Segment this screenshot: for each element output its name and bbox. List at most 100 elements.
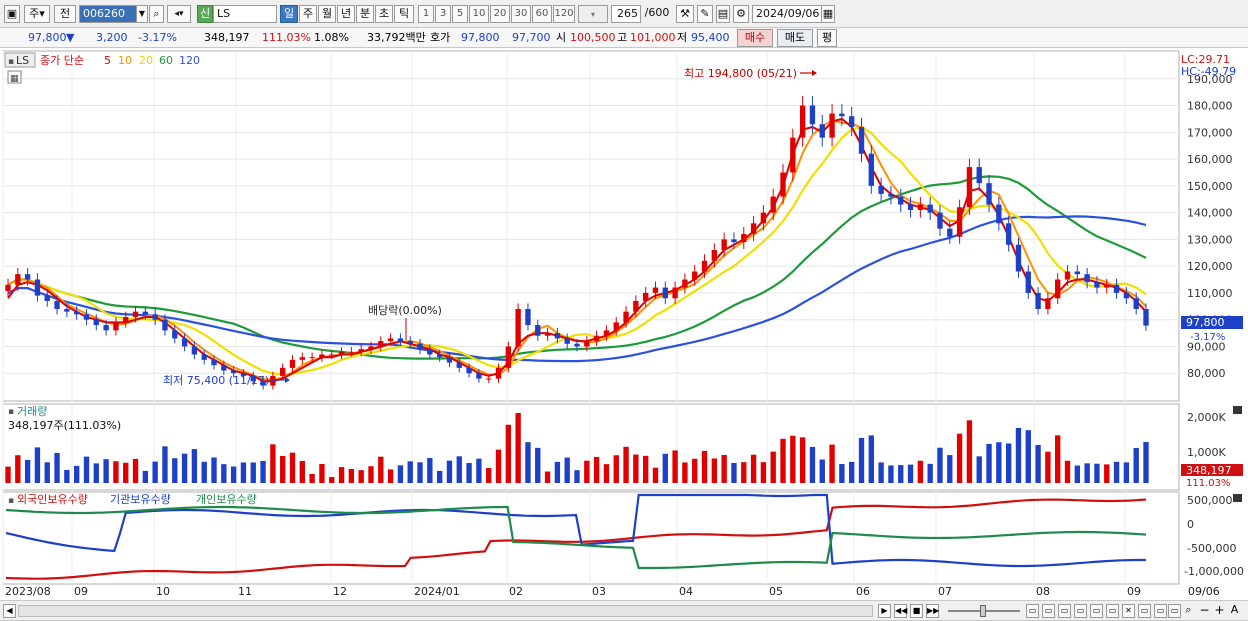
candle-body [1015, 244, 1022, 272]
stock-chart[interactable]: 2023/08 09 10 11 12 2024/01 02 03 04 05 06 07 08 09 09… [0, 48, 1248, 600]
zoom-slider-handle[interactable] [980, 605, 986, 617]
tool-3-icon[interactable]: ▭ [1154, 604, 1167, 618]
save-icon[interactable]: ▤ [716, 5, 730, 23]
candle-body [329, 354, 335, 356]
candle-body [554, 333, 561, 339]
volume-bar [672, 450, 678, 483]
interval-1[interactable]: 1 [418, 5, 434, 23]
interval-3[interactable]: 3 [435, 5, 451, 23]
candle-body [15, 274, 21, 285]
table-view-icon[interactable] [7, 70, 22, 84]
candle-body [64, 308, 70, 312]
x-tick-label: 2023/08 [5, 585, 51, 598]
candle-body [280, 367, 286, 376]
period-day[interactable]: 일 [280, 5, 298, 23]
volume-bar [240, 462, 247, 483]
layout-3-icon[interactable]: ▭ [1058, 604, 1071, 618]
stop-icon[interactable]: ■ [910, 604, 923, 618]
interval-10[interactable]: 10 [469, 5, 489, 23]
period-main-select[interactable]: 주▾ [24, 5, 50, 23]
volume-bar [407, 461, 413, 483]
date-input[interactable]: 2024/09/06 [752, 5, 822, 23]
candle-body [250, 375, 256, 382]
buy-button[interactable]: 매수 [737, 29, 773, 47]
volume-bar [1113, 461, 1120, 483]
period-second[interactable]: 초 [375, 5, 393, 23]
font-size-icon[interactable]: A [1230, 603, 1239, 616]
ticker-box[interactable] [4, 52, 36, 68]
stock-name-field[interactable]: LS [213, 5, 277, 23]
volume-bar [721, 455, 727, 483]
interval-120[interactable]: 120 [553, 5, 575, 23]
candle-body [348, 351, 355, 353]
window-menu-icon[interactable]: ▣ [4, 5, 20, 23]
layout-1-icon[interactable]: ▭ [1026, 604, 1039, 618]
x-tick-label: 05 [769, 585, 783, 598]
layout-2-icon[interactable]: ▭ [1042, 604, 1055, 618]
candle-body [574, 343, 580, 347]
period-month[interactable]: 월 [318, 5, 336, 23]
draw-tool-icon[interactable]: ✎ [697, 5, 713, 23]
interval-20[interactable]: 20 [490, 5, 510, 23]
eval-button[interactable]: 평 [817, 29, 837, 47]
chart-settings-icon[interactable]: ⚒ [676, 5, 694, 23]
tool-1-icon[interactable]: ✕ [1122, 604, 1135, 618]
volume-bar [368, 466, 374, 483]
interval-custom-select[interactable]: ▾ [578, 5, 608, 23]
toolbar: ▣ 주▾ 전 006260 ▼ ⌕ ◂▾ 신 LS 일 주 월 년 분 초 틱 … [0, 0, 1248, 28]
magnifier-icon[interactable]: ⌕ [1185, 603, 1192, 616]
tool-4-icon[interactable]: ▭ [1168, 604, 1181, 618]
volume-panel-close-icon[interactable] [1233, 406, 1242, 414]
candle-body [436, 354, 443, 358]
candle-body [672, 287, 678, 299]
calendar-icon[interactable]: ▦ [821, 5, 835, 23]
legend-dot-icon: ▪ [8, 57, 14, 67]
search-icon[interactable]: ⌕ [149, 5, 164, 23]
layout-4-icon[interactable]: ▭ [1074, 604, 1087, 618]
y-tick-label: 90,000 [1187, 340, 1226, 353]
horizontal-scrollbar[interactable] [18, 605, 873, 617]
annotation-low: 최저 75,400 (11/17) [163, 374, 269, 387]
x-tick-label: 04 [679, 585, 693, 598]
sell-button[interactable]: 매도 [777, 29, 813, 47]
prev-button[interactable]: 전 [54, 5, 76, 23]
volume-bar [73, 465, 80, 483]
period-week[interactable]: 주 [299, 5, 317, 23]
speaker-icon[interactable]: ◂▾ [167, 5, 191, 23]
grid-lines [2, 51, 1179, 584]
stock-code-input[interactable]: 006260 [79, 5, 137, 23]
open-label: 시 [556, 31, 567, 44]
period-minute[interactable]: 분 [356, 5, 374, 23]
table-view-glyph: ▦ [10, 74, 19, 84]
annotation-low-arrowhead [285, 377, 290, 383]
zoom-out-icon[interactable]: − [1199, 603, 1210, 617]
volume-bar [839, 464, 845, 483]
stock-dropdown-icon[interactable]: ▼ [136, 5, 148, 23]
volume-bar [1143, 442, 1149, 483]
period-tick[interactable]: 틱 [394, 5, 414, 23]
candle-body [1104, 284, 1110, 288]
fast-forward-icon[interactable]: ▶▶ [926, 604, 939, 618]
holding-tick-0: 0 [1187, 518, 1194, 531]
count-input[interactable]: 265 [611, 5, 641, 23]
candle-body [1035, 292, 1041, 309]
volume-bar [790, 435, 796, 483]
candle-body [113, 322, 119, 331]
layout-6-icon[interactable]: ▭ [1106, 604, 1119, 618]
holding-indiv-line [5, 505, 1147, 570]
interval-5[interactable]: 5 [452, 5, 468, 23]
scroll-left-icon[interactable]: ◀ [3, 604, 16, 618]
volume-bar [417, 462, 423, 483]
volume-bar [436, 470, 443, 483]
period-year[interactable]: 년 [337, 5, 355, 23]
rewind-icon[interactable]: ◀◀ [894, 604, 907, 618]
interval-30[interactable]: 30 [511, 5, 531, 23]
holding-panel-close-icon[interactable] [1233, 494, 1242, 502]
volume-bar [868, 435, 874, 483]
layout-5-icon[interactable]: ▭ [1090, 604, 1103, 618]
zoom-in-icon[interactable]: + [1214, 603, 1225, 617]
tool-2-icon[interactable]: ▭ [1138, 604, 1151, 618]
gear-icon[interactable]: ⚙ [733, 5, 749, 23]
interval-60[interactable]: 60 [532, 5, 552, 23]
scroll-right-icon[interactable]: ▶ [878, 604, 891, 618]
